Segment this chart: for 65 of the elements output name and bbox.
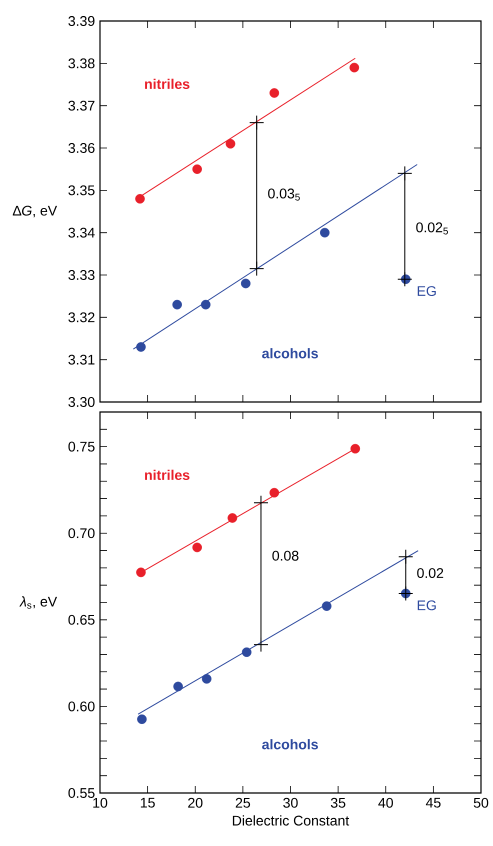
- annotation: 0.08: [272, 550, 298, 561]
- x-tick-label: 30: [283, 798, 298, 808]
- point: [269, 88, 279, 98]
- y-tick-label: 3.37: [68, 100, 94, 111]
- point: [242, 647, 252, 657]
- text: alcohols: [262, 348, 318, 358]
- x-tick-label: 45: [426, 798, 440, 808]
- point: [269, 488, 279, 498]
- point: [253, 637, 268, 652]
- point: [398, 549, 414, 564]
- annotation: 0.02: [416, 568, 443, 578]
- point: [225, 138, 236, 149]
- y-tick-label: 3.34: [68, 228, 94, 238]
- point: [320, 228, 330, 238]
- point: [398, 586, 414, 601]
- point: [200, 300, 210, 310]
- point: [397, 166, 412, 181]
- x-tick-label: 40: [378, 798, 393, 808]
- text: alcohols: [262, 739, 318, 750]
- y-axis-title: ∆G, eV: [12, 206, 57, 218]
- point: [192, 164, 202, 174]
- y-tick-label: 0.70: [68, 528, 94, 538]
- annotation: EG: [418, 286, 436, 296]
- x-tick-label: 35: [330, 798, 346, 808]
- y-tick-label: 0.55: [68, 788, 94, 798]
- y-tick-label: 3.33: [68, 270, 94, 280]
- point: [172, 300, 182, 310]
- y-tick-label: 3.38: [68, 58, 94, 68]
- point: [136, 342, 146, 352]
- annotation: 0.03$_{5}$: [268, 188, 300, 201]
- point: [202, 674, 212, 684]
- y-tick-label: 0.65: [68, 614, 94, 625]
- point: [227, 513, 237, 523]
- point: [248, 115, 264, 130]
- point: [322, 601, 332, 611]
- y-tick-label: 3.32: [68, 312, 94, 322]
- x-tick-label: 50: [474, 798, 488, 808]
- text: nitriles: [144, 470, 190, 480]
- point: [173, 682, 183, 692]
- point: [240, 278, 250, 288]
- point: [397, 272, 412, 287]
- y-tick-label: 3.35: [68, 185, 94, 196]
- annotation: 0.02$_{5}$: [416, 222, 448, 234]
- y-tick-label: 3.30: [68, 397, 94, 407]
- point: [192, 542, 202, 552]
- x-tick-label: 10: [93, 798, 108, 808]
- y-tick-label: 3.36: [68, 143, 94, 153]
- point: [136, 714, 146, 724]
- y-axis-title: λ$_{s}$, eV: [19, 596, 57, 609]
- point: [136, 568, 146, 578]
- y-tick-label: 3.39: [68, 16, 94, 26]
- y-tick-label: 0.60: [68, 701, 94, 712]
- y-tick-label: 0.75: [68, 442, 94, 452]
- point: [350, 444, 360, 454]
- text: nitriles: [144, 78, 190, 90]
- point: [134, 194, 145, 204]
- x-tick-label: 20: [188, 798, 202, 808]
- annotation: EG: [418, 600, 436, 610]
- x-tick-label: 25: [236, 798, 250, 808]
- x-axis-title: Dielectric Constant: [232, 815, 349, 826]
- point: [248, 261, 264, 276]
- point: [349, 62, 359, 72]
- x-tick-label: 15: [140, 798, 155, 808]
- y-tick-label: 3.31: [68, 354, 94, 365]
- point: [253, 495, 268, 510]
